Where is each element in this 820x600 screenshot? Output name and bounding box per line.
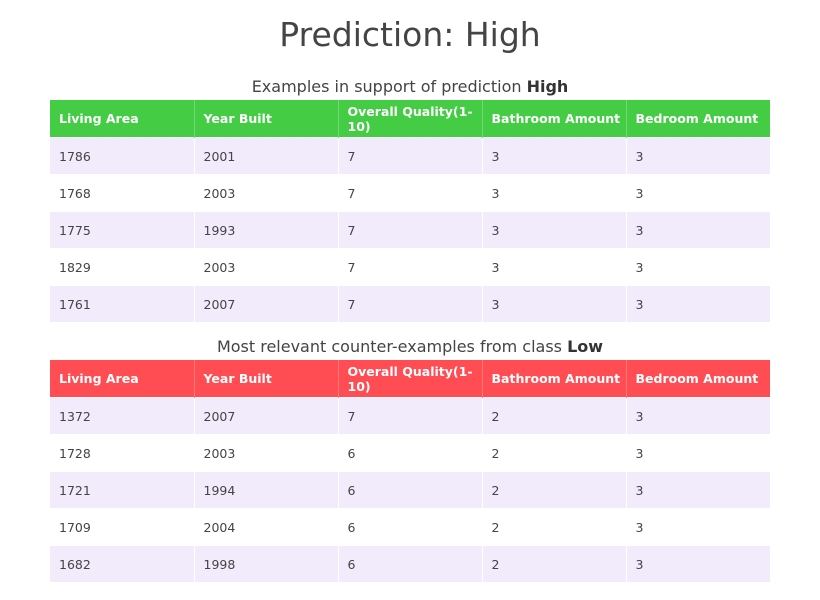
table-cell-year-built: 1993	[194, 211, 339, 249]
table-row: 1768 2003 7 3 3	[50, 174, 770, 212]
table-cell-living-area: 1709	[50, 508, 195, 546]
table-cell-living-area: 1728	[50, 434, 195, 472]
table-cell-bathroom-amount: 2	[482, 397, 627, 435]
table-cell-bathroom-amount: 2	[482, 508, 627, 546]
table-cell-year-built: 2003	[194, 248, 339, 286]
table-cell-bedroom-amount: 3	[626, 508, 770, 546]
table-row: 1682 1998 6 2 3	[50, 545, 770, 582]
support-examples-table: Living Area Year Built Overall Quality(1-1…	[50, 100, 770, 322]
table-cell-year-built: 2007	[194, 285, 339, 322]
table-cell-overall-quality: 7	[338, 137, 483, 175]
table-cell-overall-quality: 7	[338, 248, 483, 286]
table-header-row: Living Area Year Built Overall Quality(1-1…	[50, 100, 770, 138]
column-header-bathroom-amount: Bathroom Amount	[482, 360, 627, 398]
column-header-overall-quality: Overall Quality(1-10)	[338, 100, 483, 138]
column-header-year-built: Year Built	[194, 360, 339, 398]
table-cell-living-area: 1682	[50, 545, 195, 582]
table-cell-overall-quality: 6	[338, 471, 483, 509]
counter-caption-text: Most relevant counter-examples from clas…	[216, 337, 568, 356]
table-cell-bedroom-amount: 3	[626, 285, 770, 322]
table-cell-year-built: 2004	[194, 508, 339, 546]
table-row: 1721 1994 6 2 3	[50, 471, 770, 509]
table-row: 1761 2007 7 3 3	[50, 285, 770, 322]
table-cell-bathroom-amount: 3	[482, 248, 627, 286]
counter-examples-table: Living Area Year Built Overall Quality(1-1…	[50, 360, 770, 582]
support-caption-text: Examples in support of prediction	[251, 77, 527, 96]
table-cell-year-built: 2001	[194, 137, 339, 175]
table-cell-living-area: 1786	[50, 137, 195, 175]
table-row: 1372 2007 7 2 3	[50, 397, 770, 435]
table-cell-bathroom-amount: 2	[482, 471, 627, 509]
column-header-living-area: Living Area	[50, 100, 195, 138]
table-cell-bathroom-amount: 3	[482, 285, 627, 322]
table-cell-overall-quality: 7	[338, 174, 483, 212]
table-row: 1775 1993 7 3 3	[50, 211, 770, 249]
table-cell-overall-quality: 6	[338, 434, 483, 472]
table-cell-bedroom-amount: 3	[626, 471, 770, 509]
table-cell-bedroom-amount: 3	[626, 174, 770, 212]
table-cell-living-area: 1829	[50, 248, 195, 286]
table-row: 1728 2003 6 2 3	[50, 434, 770, 472]
table-cell-living-area: 1775	[50, 211, 195, 249]
table-cell-living-area: 1761	[50, 285, 195, 322]
table-cell-bathroom-amount: 2	[482, 434, 627, 472]
table-cell-overall-quality: 7	[338, 285, 483, 322]
table-cell-year-built: 2003	[194, 434, 339, 472]
table-cell-overall-quality: 7	[338, 211, 483, 249]
table-row: 1829 2003 7 3 3	[50, 248, 770, 286]
column-header-year-built: Year Built	[194, 100, 339, 138]
table-cell-bedroom-amount: 3	[626, 211, 770, 249]
page-title: Prediction: High	[279, 15, 541, 54]
counter-caption-class: Low	[567, 337, 604, 356]
column-header-living-area: Living Area	[50, 360, 195, 398]
support-caption-class: High	[526, 77, 569, 96]
table-cell-year-built: 1994	[194, 471, 339, 509]
table-cell-bathroom-amount: 3	[482, 174, 627, 212]
column-header-bedroom-amount: Bedroom Amount	[626, 360, 770, 398]
support-table-caption: Examples in support of prediction High	[0, 77, 820, 96]
table-cell-bathroom-amount: 2	[482, 545, 627, 582]
table-cell-overall-quality: 7	[338, 397, 483, 435]
column-header-overall-quality: Overall Quality(1-10)	[338, 360, 483, 398]
column-header-bathroom-amount: Bathroom Amount	[482, 100, 627, 138]
table-cell-bedroom-amount: 3	[626, 248, 770, 286]
table-cell-bathroom-amount: 3	[482, 137, 627, 175]
table-cell-living-area: 1768	[50, 174, 195, 212]
table-cell-bedroom-amount: 3	[626, 137, 770, 175]
table-cell-year-built: 2007	[194, 397, 339, 435]
table-row: 1786 2001 7 3 3	[50, 137, 770, 175]
table-cell-bedroom-amount: 3	[626, 434, 770, 472]
table-row: 1709 2004 6 2 3	[50, 508, 770, 546]
table-cell-living-area: 1372	[50, 397, 195, 435]
table-cell-living-area: 1721	[50, 471, 195, 509]
counter-table-caption: Most relevant counter-examples from clas…	[0, 337, 820, 356]
table-cell-year-built: 1998	[194, 545, 339, 582]
table-cell-bedroom-amount: 3	[626, 397, 770, 435]
table-cell-overall-quality: 6	[338, 545, 483, 582]
table-header-row: Living Area Year Built Overall Quality(1-1…	[50, 360, 770, 398]
column-header-bedroom-amount: Bedroom Amount	[626, 100, 770, 138]
table-cell-bedroom-amount: 3	[626, 545, 770, 582]
table-cell-year-built: 2003	[194, 174, 339, 212]
table-cell-overall-quality: 6	[338, 508, 483, 546]
table-cell-bathroom-amount: 3	[482, 211, 627, 249]
